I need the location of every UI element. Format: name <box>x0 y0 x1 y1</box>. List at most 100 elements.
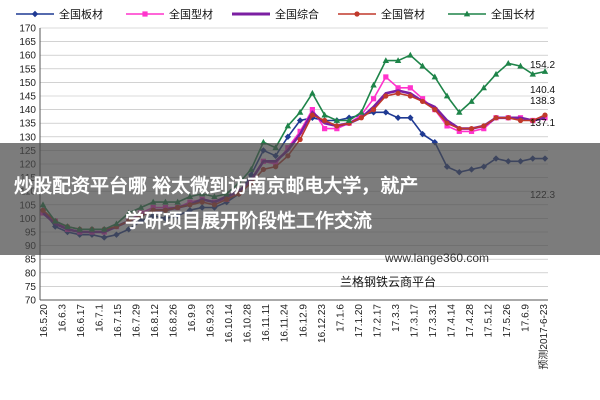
x-tick-label-10: 16.10.14 <box>224 304 235 343</box>
series-1-point-28 <box>383 74 389 80</box>
x-tick: 17.2.17 <box>372 304 383 338</box>
x-tick: 17.3.31 <box>428 304 439 338</box>
series-0-point-31 <box>419 130 426 138</box>
series-3-point-37 <box>493 115 499 121</box>
series-4-point-34 <box>456 108 463 115</box>
x-tick-label-20: 17.3.17 <box>409 304 420 338</box>
series-1-point-27 <box>370 96 377 102</box>
legend-label-1: 全国型材 <box>169 7 213 21</box>
x-tick: 16.12.9 <box>298 304 309 338</box>
x-tick-label-24: 17.5.12 <box>483 304 494 338</box>
legend-label-0: 全国板材 <box>59 7 103 21</box>
series-1-point-23 <box>322 126 328 132</box>
banner-overlay <box>0 143 600 255</box>
series-3-point-22 <box>309 112 315 118</box>
x-tick-label-13: 16.11.24 <box>280 304 291 343</box>
x-tick: 16.9.9 <box>187 304 198 332</box>
x-tick-label-9: 16.9.23 <box>206 304 217 338</box>
series-4-point-26 <box>358 108 365 115</box>
x-tick: 16.9.23 <box>206 304 217 338</box>
series-1-point-30 <box>407 85 413 91</box>
end-label-0: 154.2 <box>530 60 555 71</box>
x-tick: 16.7.15 <box>113 304 124 338</box>
x-tick-label-27: 预测2017-6-23 <box>537 304 550 370</box>
series-3-point-33 <box>444 120 450 126</box>
x-tick-label-14: 16.12.9 <box>298 304 309 338</box>
legend-label-2: 全国综合 <box>275 7 319 21</box>
series-1-point-41 <box>542 115 548 121</box>
x-tick: 16.8.12 <box>150 304 161 338</box>
x-tick-label-18: 17.2.17 <box>372 304 383 338</box>
series-3-point-27 <box>370 107 377 113</box>
series-4-point-29 <box>394 57 402 64</box>
series-3-point-21 <box>297 136 303 143</box>
series-0-point-20 <box>284 133 292 140</box>
x-tick: 17.5.26 <box>502 304 513 338</box>
y-tick-label-3: 85 <box>25 255 37 266</box>
legend-label-3: 全国管材 <box>381 7 425 21</box>
series-1-point-35 <box>468 128 475 134</box>
x-tick: 16.11.11 <box>261 304 272 342</box>
x-tick: 17.4.14 <box>446 304 457 338</box>
x-tick-label-2: 16.6.17 <box>76 304 87 338</box>
series-4-point-28 <box>382 57 390 64</box>
series-1-point-36 <box>481 126 487 132</box>
x-tick: 17.1.20 <box>354 304 365 338</box>
x-tick: 17.6.9 <box>520 304 531 332</box>
series-4-point-23 <box>321 111 328 118</box>
series-1-point-31 <box>419 96 426 102</box>
series-3-point-34 <box>456 126 462 132</box>
x-tick-label-12: 16.11.11 <box>261 304 272 342</box>
series-3-point-30 <box>407 93 413 99</box>
x-tick-label-8: 16.9.9 <box>187 304 198 332</box>
series-1-point-24 <box>334 126 340 132</box>
series-0-point-30 <box>407 114 414 121</box>
x-tick: 预测2017-6-23 <box>537 304 550 370</box>
series-3-point-23 <box>322 117 328 124</box>
x-tick: 16.6.3 <box>58 304 69 332</box>
series-1-point-33 <box>444 123 450 129</box>
x-tick: 16.7.1 <box>95 304 106 332</box>
series-1-point-22 <box>309 107 315 113</box>
legend: 全国板材 全国型材 全国综合 全国管材 全国长材 <box>16 7 535 21</box>
y-tick-label-13: 135 <box>19 119 36 130</box>
y-tick-label-0: 70 <box>25 296 37 307</box>
series-4-point-21 <box>296 108 304 115</box>
series-3-point-38 <box>505 115 511 121</box>
series-0-point-28 <box>382 109 390 116</box>
x-tick-label-3: 16.7.1 <box>95 304 106 332</box>
series-4-point-36 <box>480 84 487 91</box>
series-3-point-24 <box>334 123 340 129</box>
series-3-point-32 <box>432 107 438 113</box>
series-3-point-28 <box>383 93 389 99</box>
series-4-point-22 <box>309 89 316 96</box>
series-4-point-32 <box>431 73 439 80</box>
series-1-point-21 <box>297 128 303 134</box>
x-tick: 16.6.17 <box>76 304 87 338</box>
y-tick-label-20: 170 <box>19 24 36 35</box>
y-tick-label-2: 80 <box>25 268 37 279</box>
x-tick-label-22: 17.4.14 <box>446 304 457 338</box>
x-tick: 17.3.17 <box>409 304 420 338</box>
series-4-point-37 <box>492 70 500 77</box>
x-tick-label-25: 17.5.26 <box>502 304 513 338</box>
x-tick-label-4: 16.7.15 <box>113 304 124 338</box>
legend-label-4: 全国长材 <box>491 7 535 21</box>
series-3-point-40 <box>530 117 536 124</box>
series-1-point-29 <box>395 85 401 91</box>
y-tick-label-18: 160 <box>19 51 36 62</box>
series-3-point-41 <box>542 112 548 118</box>
x-tick-label-17: 17.1.20 <box>354 304 365 338</box>
banner-line-1: 炒股配资平台哪 裕太微到访南京邮电大学，就产 <box>14 174 418 197</box>
x-tick: 16.8.26 <box>169 304 180 338</box>
series-4-point-20 <box>284 122 292 129</box>
series-4-point-27 <box>370 81 377 88</box>
series-4-point-33 <box>443 92 451 99</box>
x-tick: 16.5.20 <box>39 304 50 338</box>
legend-marker-4 <box>463 10 471 17</box>
x-tick-label-1: 16.6.3 <box>58 304 69 332</box>
series-3-point-39 <box>517 117 524 124</box>
y-tick-label-17: 155 <box>19 64 36 75</box>
series-4-point-40 <box>529 70 536 77</box>
